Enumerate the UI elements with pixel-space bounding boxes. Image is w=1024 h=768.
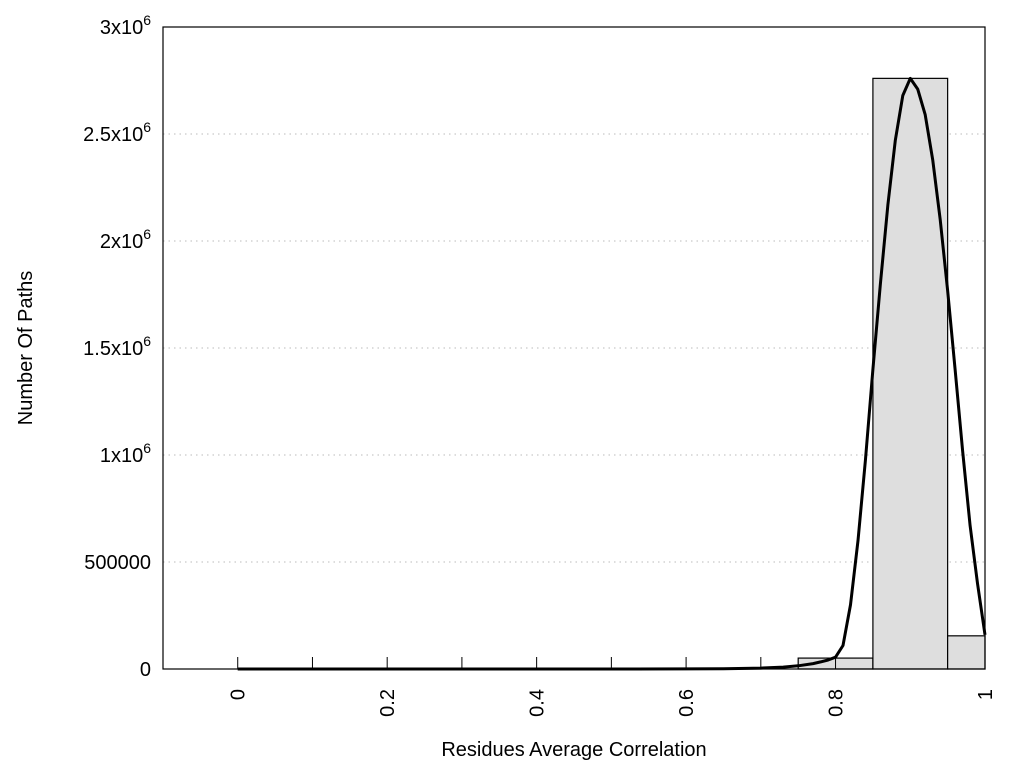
x-tick-label: 0.6 — [676, 689, 698, 717]
y-tick-label: 500000 — [84, 552, 151, 574]
y-tick-label: 1.5x106 — [83, 333, 151, 360]
x-axis-label: Residues Average Correlation — [441, 739, 706, 761]
y-axis-label: Number Of Paths — [15, 271, 37, 426]
y-tick-label: 2x106 — [100, 226, 151, 253]
x-tick-label: 0.4 — [527, 689, 549, 717]
y-tick-label: 3x106 — [100, 12, 151, 39]
y-axis-ticks: 0 500000 1x106 1.5x106 2x106 2.5x106 3x106 — [83, 12, 151, 681]
plot-frame — [162, 26, 986, 670]
x-axis-ticks: 0 0.2 0.4 0.6 0.8 1 — [228, 657, 997, 717]
x-tick-label: 1 — [975, 689, 997, 700]
x-tick-label: 0.2 — [377, 689, 399, 717]
y-tick-label: 1x106 — [100, 440, 151, 467]
histogram-bar — [872, 77, 949, 670]
x-tick-label: 0 — [228, 689, 250, 700]
x-tick-label: 0.8 — [826, 689, 848, 717]
y-tick-label: 0 — [140, 659, 151, 681]
histogram-bar — [947, 635, 986, 670]
y-tick-label: 2.5x106 — [83, 119, 151, 146]
